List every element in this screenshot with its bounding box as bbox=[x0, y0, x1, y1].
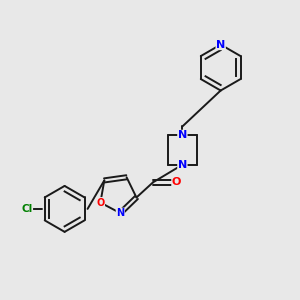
Text: N: N bbox=[116, 208, 124, 218]
Text: Cl: Cl bbox=[21, 204, 32, 214]
Text: N: N bbox=[216, 40, 225, 50]
Text: N: N bbox=[178, 130, 187, 140]
Text: O: O bbox=[172, 177, 181, 188]
Text: O: O bbox=[96, 198, 104, 208]
Text: N: N bbox=[178, 160, 187, 170]
